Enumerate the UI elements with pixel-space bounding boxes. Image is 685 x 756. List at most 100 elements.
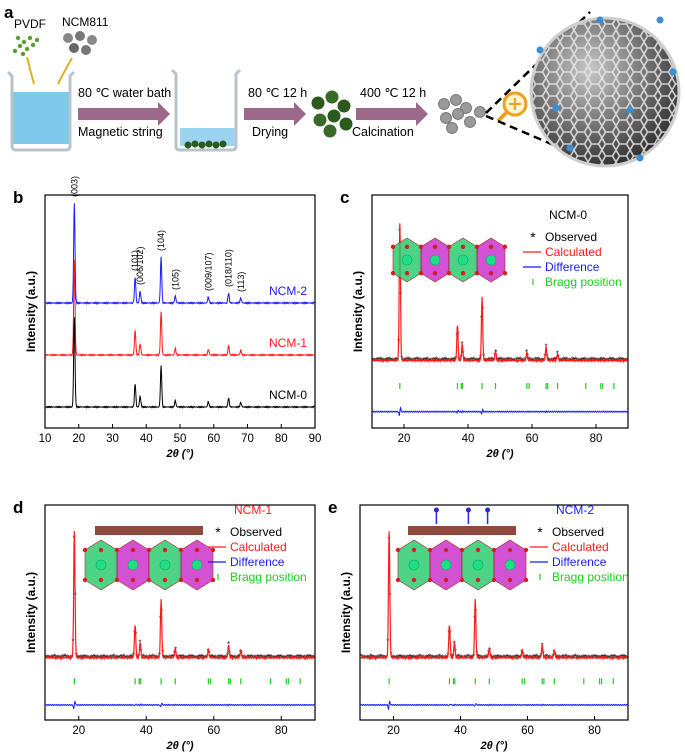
observed-point: *: [589, 655, 592, 664]
oxygen-atom-icon: [459, 547, 465, 553]
observed-point: *: [492, 357, 495, 366]
observed-point: *: [271, 654, 274, 663]
graphene-layer-icon: [408, 529, 516, 532]
observed-point: *: [365, 655, 368, 664]
lithium-atom-icon: [504, 559, 516, 571]
legend-entry: Calculated: [230, 540, 287, 554]
oxygen-atom-icon: [418, 244, 424, 249]
observed-point: *: [236, 654, 239, 663]
oxygen-atom-icon: [475, 577, 481, 583]
observed-point: *: [49, 655, 52, 664]
observed-point: *: [474, 357, 477, 366]
panel-label: e: [328, 498, 337, 517]
observed-point: *: [570, 654, 573, 663]
panel-label: b: [13, 188, 23, 207]
lithium-atom-icon: [429, 254, 441, 266]
observed-point: *: [227, 640, 230, 649]
observed-point: *: [498, 654, 501, 663]
observed-point: *: [225, 654, 228, 663]
observed-point: *: [232, 654, 235, 663]
x-axis-label: 2θ (°): [485, 448, 513, 460]
panel-title: NCM-1: [234, 503, 272, 517]
oxygen-atom-icon: [82, 577, 88, 583]
oxygen-atom-icon: [502, 271, 508, 276]
legend-entry: Calculated: [552, 540, 609, 554]
observed-point: *: [163, 654, 166, 663]
oxygen-atom-icon: [178, 547, 184, 553]
observed-point: *: [433, 654, 436, 663]
observed-point: *: [384, 357, 387, 366]
x-tick-label: 50: [174, 433, 187, 445]
oxygen-atom-icon: [194, 577, 200, 583]
ncm811-label: NCM811: [62, 15, 109, 29]
panel-title: NCM-2: [556, 503, 594, 517]
observed-point: *: [413, 655, 416, 664]
process-arrow-2-icon: [244, 102, 306, 126]
oxygen-atom-icon: [507, 577, 513, 583]
x-axis-label: 2θ (°): [165, 740, 193, 752]
x-tick-label: 60: [207, 725, 220, 737]
dopant-atom-icon: [465, 507, 471, 513]
observed-point: *: [104, 654, 107, 663]
lithium-atom-icon: [401, 254, 413, 266]
observed-point: *: [88, 655, 91, 664]
observed-point: *: [212, 654, 215, 663]
x-tick-label: 20: [72, 725, 85, 737]
observed-point: *: [541, 357, 544, 366]
oxygen-atom-icon: [411, 577, 417, 583]
difference-line: [45, 700, 315, 710]
oxygen-atom-icon: [418, 271, 424, 276]
x-tick-label: 40: [140, 725, 153, 737]
peak-index-label: (105): [170, 269, 180, 290]
observed-point: *: [430, 357, 433, 366]
process-arrow-3-icon: [356, 102, 428, 126]
graphene-layer-icon: [95, 529, 203, 532]
panel-label: c: [340, 188, 349, 207]
x-tick-label: 90: [309, 433, 322, 445]
oxygen-atom-icon: [162, 577, 168, 583]
lithium-atom-icon: [159, 559, 171, 571]
observed-point: *: [462, 654, 465, 663]
oxygen-atom-icon: [460, 271, 466, 276]
observed-point: *: [605, 654, 608, 663]
oxygen-atom-icon: [146, 547, 152, 553]
observed-point: *: [408, 357, 411, 366]
panel-a-label: a: [4, 3, 14, 22]
oxygen-atom-icon: [210, 547, 216, 553]
panel-b-xrd-chart: 10 20 30 40 50 60 70 80 90 2θ (°) Intensity (a.u.)…: [13, 176, 321, 460]
peak-index-label: (003): [69, 176, 79, 197]
x-tick-label: 70: [241, 433, 254, 445]
coated-particle-icon: [529, 16, 681, 168]
observed-point: *: [156, 654, 159, 663]
observed-point: *: [78, 655, 81, 664]
oxygen-atom-icon: [395, 577, 401, 583]
oxygen-atom-icon: [178, 577, 184, 583]
difference-line: [360, 700, 628, 711]
observed-point: *: [486, 357, 489, 366]
observed-point: *: [607, 654, 610, 663]
observed-point: *: [371, 357, 374, 366]
legend-entry: Difference: [545, 260, 600, 274]
oxygen-atom-icon: [446, 244, 452, 249]
oxygen-atom-icon: [507, 547, 513, 553]
xrd-series-line: [45, 203, 315, 306]
process-arrow-1-icon: [78, 102, 170, 126]
oxygen-atom-icon: [82, 547, 88, 553]
oxygen-atom-icon: [474, 244, 480, 249]
observed-point: *: [364, 654, 367, 663]
legend-entry: Observed: [552, 525, 604, 539]
observed-point: *: [483, 357, 486, 366]
oxygen-atom-icon: [491, 547, 497, 553]
oxygen-atom-icon: [390, 271, 396, 276]
oxygen-atom-icon: [502, 244, 508, 249]
x-tick-label: 20: [387, 725, 400, 737]
observed-point: *: [400, 654, 403, 663]
legend-entry: Observed: [545, 230, 597, 244]
zoom-line-bottom: [485, 114, 599, 166]
observed-point: *: [532, 357, 535, 366]
observed-point: *: [273, 654, 276, 663]
observed-point: *: [482, 655, 485, 664]
